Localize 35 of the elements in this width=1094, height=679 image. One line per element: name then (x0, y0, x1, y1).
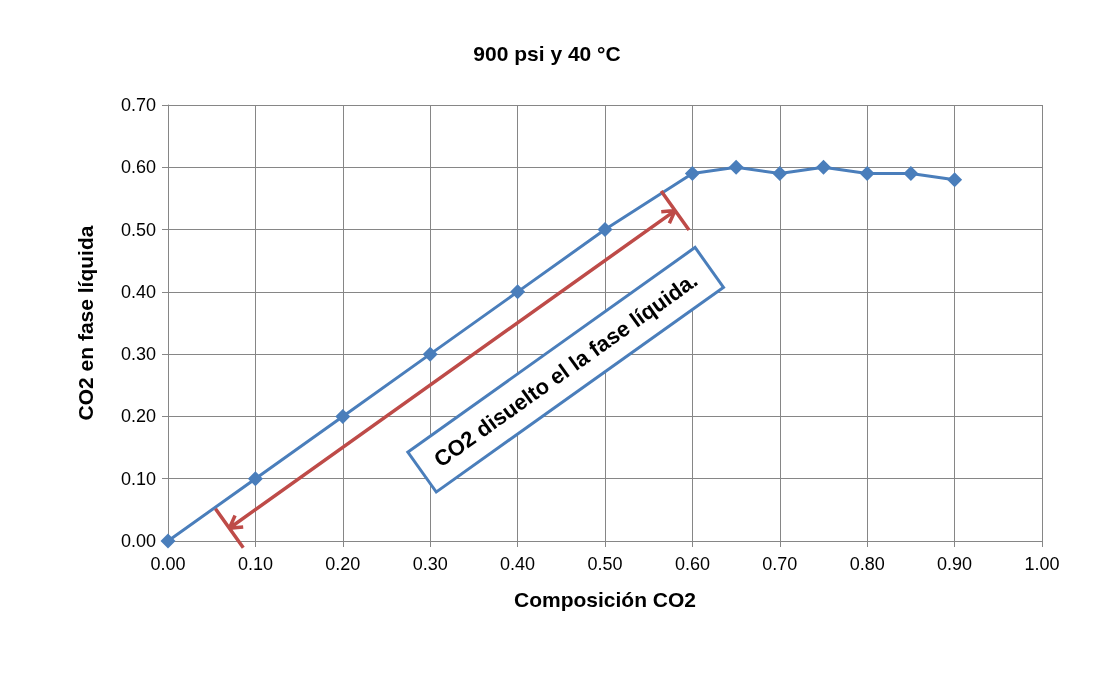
y-tick-label: 0.20 (120, 406, 156, 427)
point (247, 471, 263, 487)
point (684, 166, 700, 182)
y-tick-label: 0.70 (120, 95, 156, 115)
point (335, 408, 351, 424)
point (597, 222, 613, 238)
point (816, 159, 831, 175)
chart-title: 900 psi y 40 °C (473, 42, 621, 65)
point (903, 166, 919, 182)
point (859, 166, 875, 182)
y-tick-label: 0.10 (120, 468, 156, 489)
point (772, 166, 788, 182)
y-tick-label: 0.30 (120, 344, 156, 365)
point (160, 533, 176, 549)
x-tick-label: 0.40 (500, 554, 536, 574)
x-tick-label: 0.30 (412, 554, 448, 574)
x-tick-label: 0.10 (237, 554, 273, 574)
x-tick-label: 0.60 (674, 554, 710, 574)
y-tick-label: 0.40 (120, 281, 156, 302)
x-tick-label: 0.80 (849, 554, 885, 574)
point (728, 159, 744, 175)
y-tick-label: 0.50 (120, 219, 156, 240)
x-tick-label: 0.90 (937, 554, 973, 574)
y-axis-title: CO2 en fase líquida (74, 225, 97, 421)
x-tick-label: 0.70 (762, 554, 798, 574)
y-tick-label: 0.00 (120, 531, 156, 551)
x-axis-title: Composición CO2 (513, 588, 697, 611)
x-tick-label: 1.00 (1024, 554, 1060, 574)
point (510, 284, 526, 300)
x-tick-label: 0.00 (150, 554, 186, 574)
point (422, 346, 438, 362)
x-tick-label: 0.50 (587, 554, 623, 574)
point (947, 172, 963, 188)
y-tick-label: 0.60 (120, 157, 156, 178)
x-tick-label: 0.20 (325, 554, 361, 574)
